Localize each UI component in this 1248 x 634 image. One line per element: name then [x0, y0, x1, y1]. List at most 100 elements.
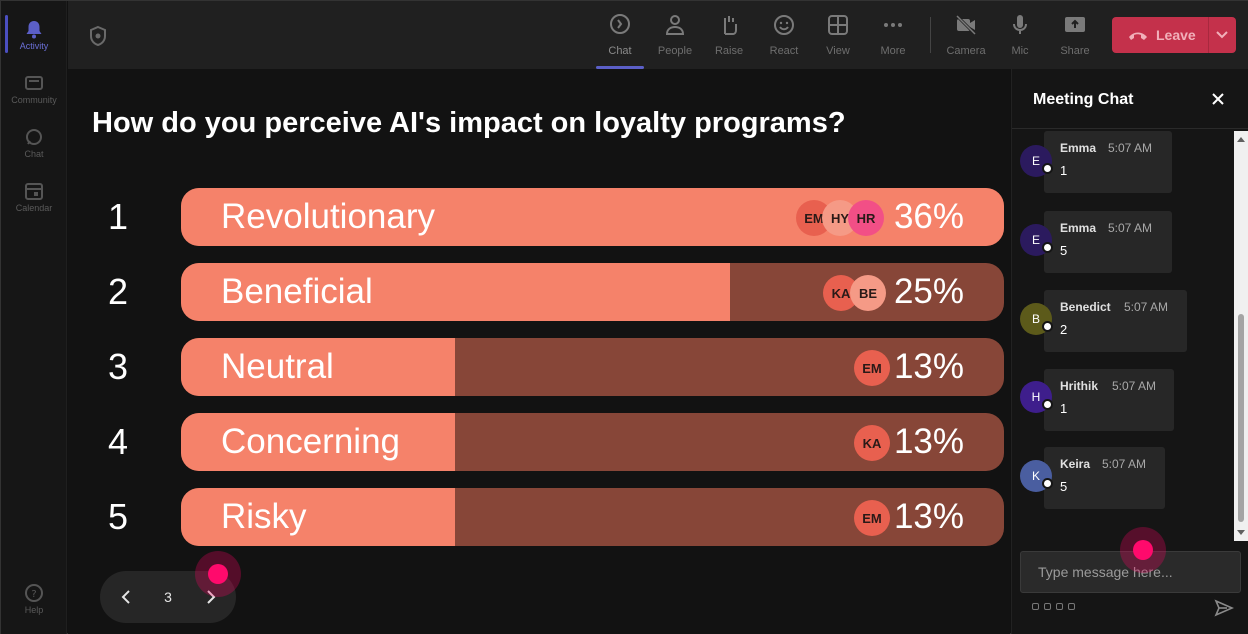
chat-message: Emma 5:07 AM 5: [1044, 211, 1172, 273]
share-icon: [1065, 17, 1085, 32]
chat-icon: [26, 129, 42, 145]
poll-option-bar[interactable]: Risky EM 13%: [181, 488, 1004, 546]
chat-message: Hrithik 5:07 AM 1: [1044, 369, 1174, 431]
format-icon[interactable]: [1032, 603, 1039, 610]
hand-icon: [724, 16, 737, 35]
raise-hand-button[interactable]: Raise: [703, 11, 755, 63]
chat-message: Emma 5:07 AM 1: [1044, 131, 1172, 193]
poll-option-bar[interactable]: Beneficial KA BE 25%: [181, 263, 1004, 321]
rail-label: Calendar: [15, 203, 53, 213]
rail-item-community[interactable]: Community: [1, 63, 67, 113]
chat-icon: [610, 14, 630, 34]
poll-option-bar[interactable]: Revolutionary EM HY HR 36%: [181, 188, 1004, 246]
help-icon: ?: [25, 584, 43, 602]
poll-option-bar[interactable]: Concerning KA 13%: [181, 413, 1004, 471]
hang-up-icon: [1129, 32, 1147, 40]
rail-label: Community: [11, 95, 57, 105]
chevron-down-icon[interactable]: [1214, 27, 1230, 43]
react-button[interactable]: React: [758, 11, 810, 63]
option-percent: 25%: [893, 272, 964, 311]
message-time: 5:07 AM: [1124, 300, 1169, 314]
shield-icon[interactable]: [88, 25, 108, 47]
avatar-initial: E: [1031, 154, 1040, 168]
left-rail: Activity Community Chat Calendar ? Help: [1, 1, 67, 634]
mic-icon: [1013, 15, 1027, 34]
message-time: 5:07 AM: [1108, 221, 1153, 235]
avatar: H: [1020, 381, 1053, 413]
rail-item-calendar[interactable]: Calendar: [1, 171, 67, 221]
people-label: People: [657, 45, 693, 57]
share-button[interactable]: Share: [1049, 11, 1101, 63]
sender-name: Benedict: [1060, 300, 1111, 314]
option-number: 1: [107, 196, 129, 237]
bar-fill: [181, 263, 730, 321]
option-label: Concerning: [221, 422, 400, 461]
mic-button[interactable]: Mic: [994, 11, 1046, 63]
rail-item-chat[interactable]: Chat: [1, 117, 67, 167]
cursor-indicator: [195, 551, 241, 597]
send-icon[interactable]: [1214, 599, 1234, 617]
more-button[interactable]: More: [867, 11, 919, 63]
chevron-right-icon[interactable]: [201, 587, 221, 607]
option-percent: 13%: [893, 347, 964, 386]
meeting-toolbar: Chat People Raise React View More Camera: [68, 1, 1248, 69]
scroll-down-icon[interactable]: [1237, 530, 1245, 535]
rail-item-help[interactable]: ? Help: [1, 573, 67, 623]
view-label: View: [826, 45, 850, 57]
chat-button[interactable]: Chat: [594, 11, 646, 69]
more-label: More: [880, 45, 906, 57]
option-label: Beneficial: [221, 272, 373, 311]
status-indicator: [1042, 163, 1053, 174]
poll-option-bar[interactable]: Neutral EM 13%: [181, 338, 1004, 396]
option-percent: 36%: [893, 197, 964, 236]
avatar: E: [1020, 224, 1053, 256]
chevron-left-icon[interactable]: [116, 587, 136, 607]
community-icon: [25, 76, 43, 90]
svg-text:?: ?: [31, 589, 36, 600]
option-label: Risky: [221, 497, 307, 536]
message-text: 5: [1060, 243, 1068, 258]
close-icon[interactable]: [1210, 91, 1226, 107]
leave-button[interactable]: Leave: [1112, 17, 1236, 53]
chat-label: Chat: [608, 45, 632, 57]
calendar-icon: [25, 183, 43, 200]
scroll-up-icon[interactable]: [1237, 137, 1245, 142]
rail-label: Activity: [19, 41, 49, 51]
scroll-thumb[interactable]: [1238, 314, 1244, 522]
option-number: 5: [107, 496, 129, 537]
message-time: 5:07 AM: [1102, 457, 1147, 471]
gif-icon[interactable]: [1068, 603, 1075, 610]
view-button[interactable]: View: [812, 11, 864, 63]
attach-icon[interactable]: [1044, 603, 1051, 610]
camera-off-icon: [955, 14, 977, 36]
chat-title: Meeting Chat: [1033, 91, 1134, 108]
message-input[interactable]: Type message here...: [1020, 551, 1241, 593]
option-label: Neutral: [221, 347, 334, 386]
message-text: 1: [1060, 401, 1068, 416]
camera-label: Camera: [946, 45, 986, 57]
option-number: 2: [107, 271, 129, 312]
option-percent: 13%: [893, 422, 964, 461]
status-indicator: [1042, 242, 1053, 253]
react-label: React: [769, 45, 799, 57]
chat-scrollbar[interactable]: [1234, 131, 1248, 541]
cursor-indicator: [1120, 527, 1166, 573]
people-button[interactable]: People: [649, 11, 701, 63]
voter-avatar: EM: [854, 350, 890, 386]
chat-message: Keira 5:07 AM 5: [1044, 447, 1165, 509]
option-number: 4: [107, 421, 129, 462]
share-label: Share: [1060, 45, 1090, 57]
bell-icon: [26, 21, 42, 39]
raise-label: Raise: [714, 45, 744, 57]
leave-divider: [1208, 17, 1209, 53]
bar-fill: [181, 488, 456, 546]
emoji-icon[interactable]: [1056, 603, 1063, 610]
sender-name: Hrithik: [1060, 379, 1099, 393]
voter-avatar: HR: [848, 200, 884, 236]
chat-divider: [1012, 128, 1248, 129]
avatar-initial: B: [1031, 312, 1040, 326]
sender-name: Emma: [1060, 141, 1097, 155]
camera-button[interactable]: Camera: [940, 11, 992, 63]
rail-item-activity[interactable]: Activity: [1, 9, 67, 59]
